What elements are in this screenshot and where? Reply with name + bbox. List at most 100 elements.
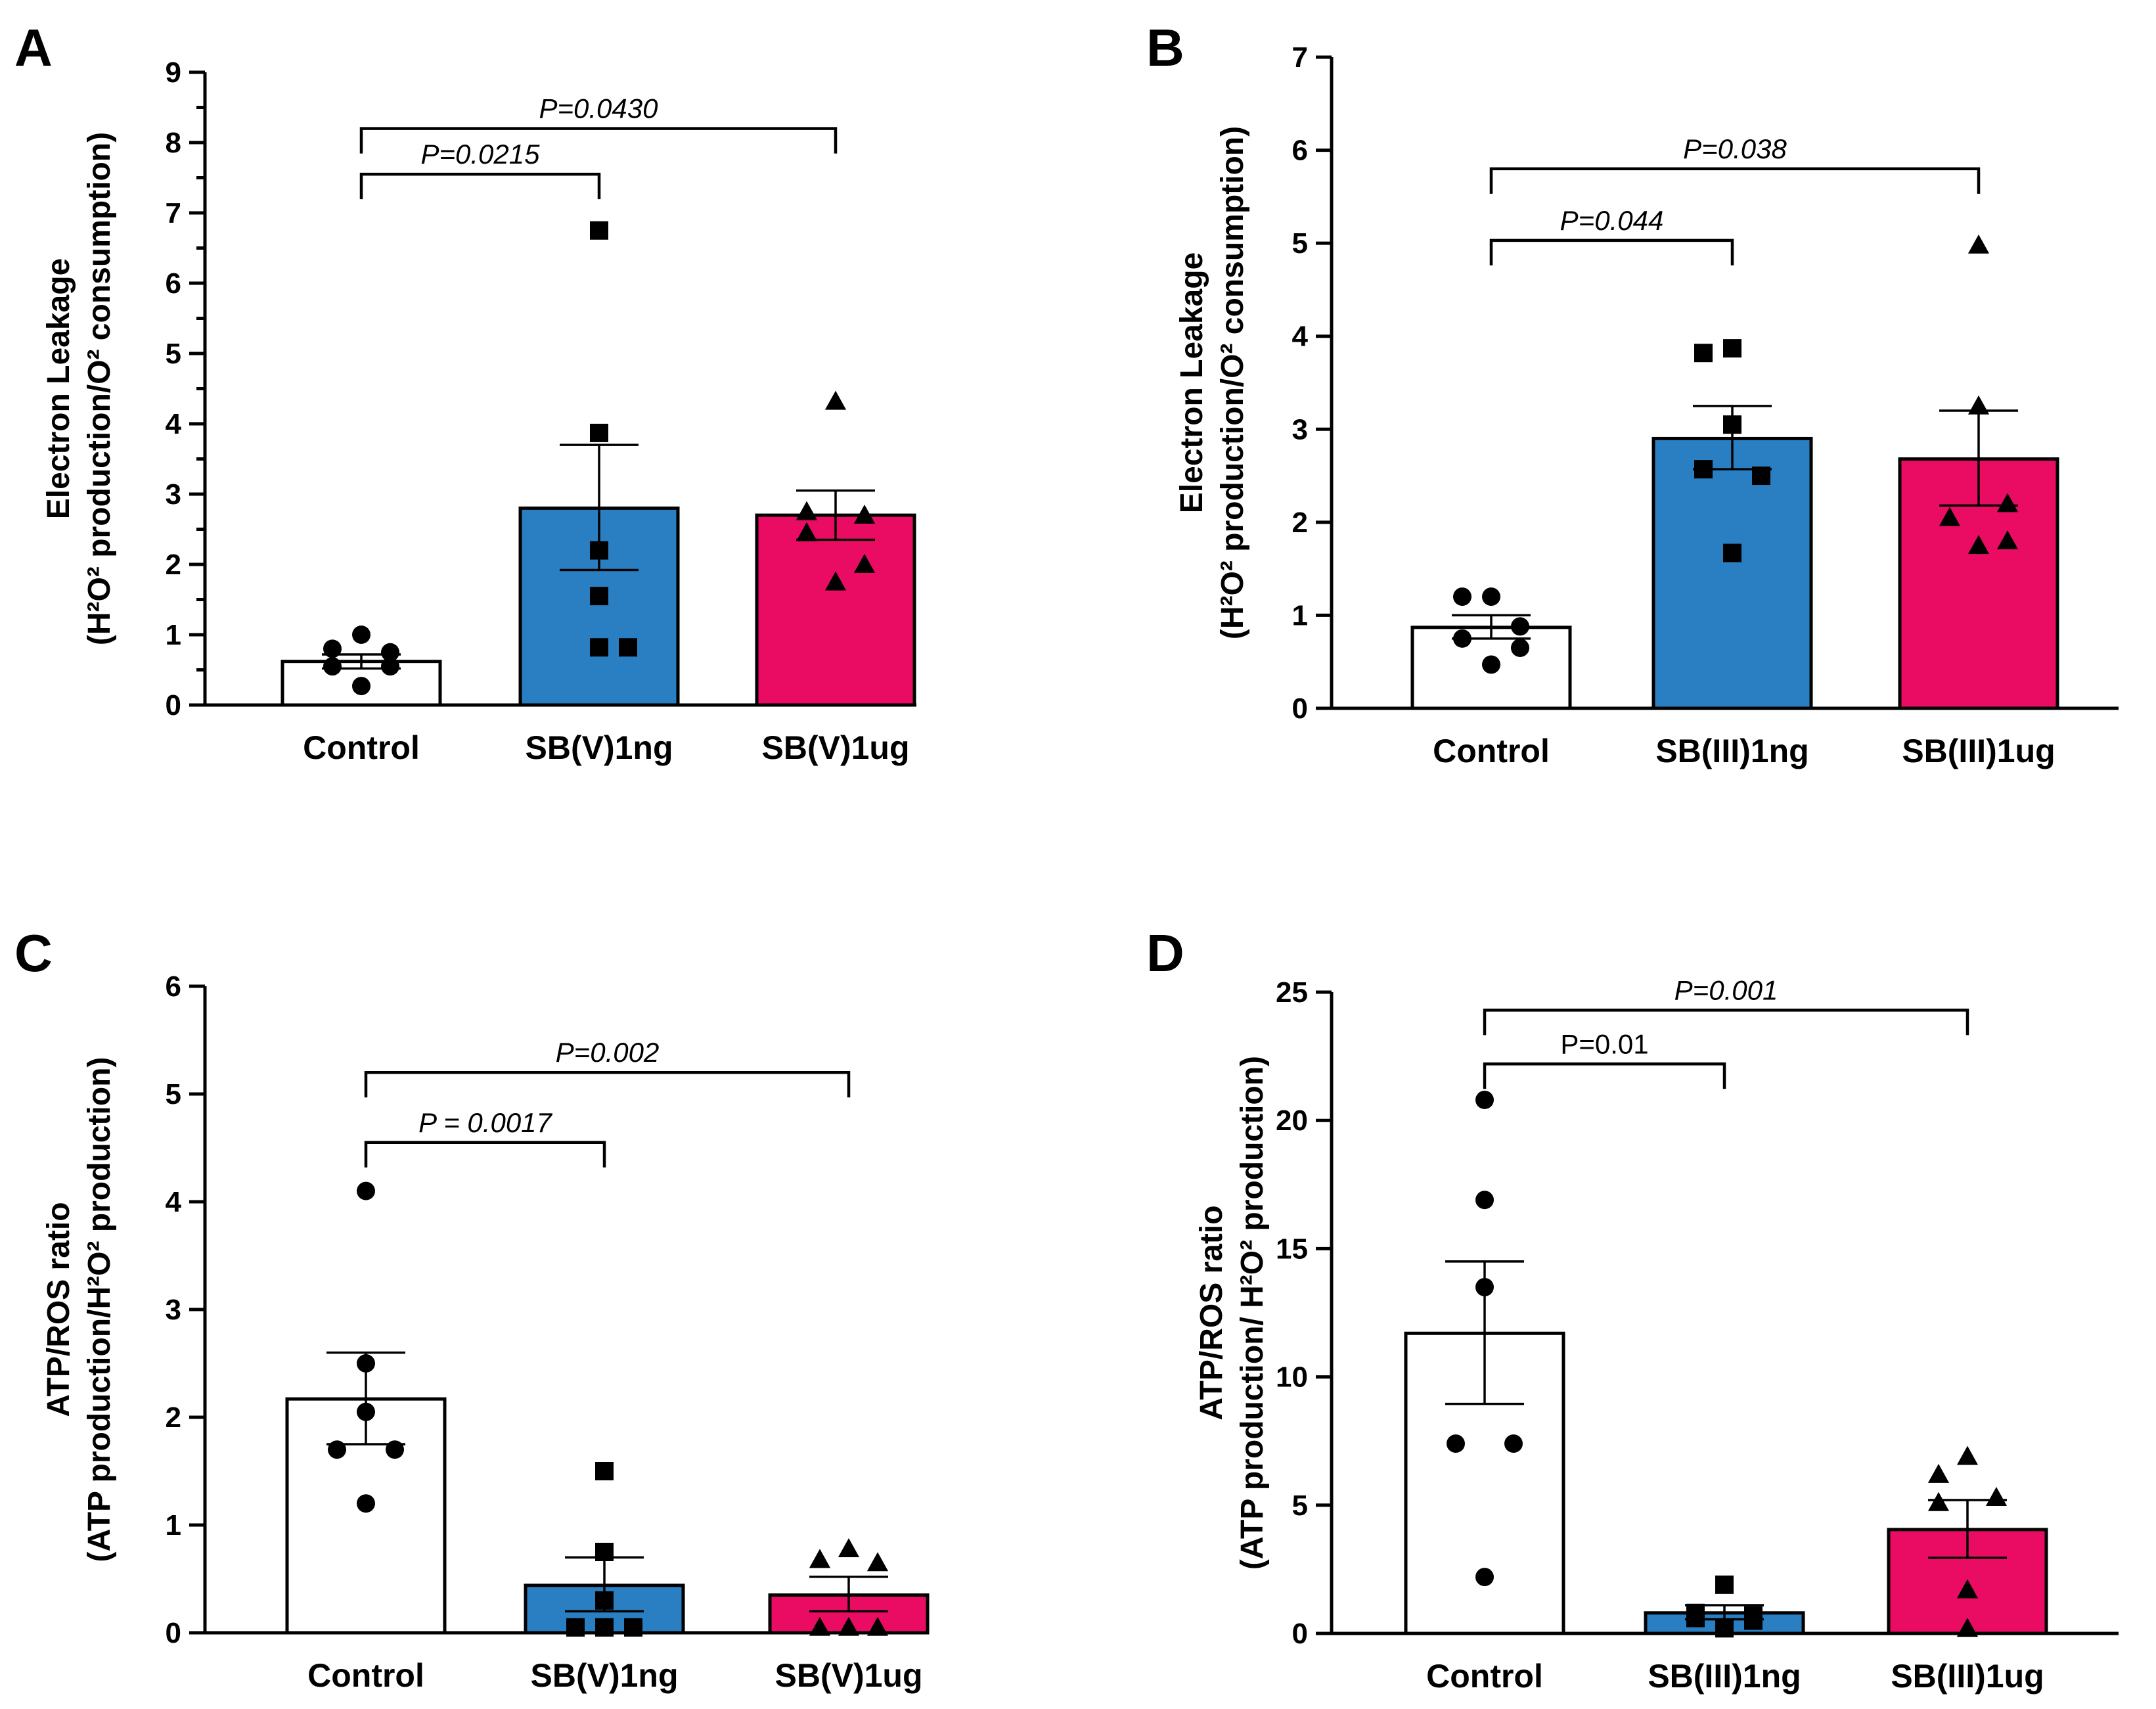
category-label: SB(V)1ug xyxy=(762,729,910,766)
y-axis-label-line1: ATP/ROS ratio xyxy=(41,1202,76,1417)
panel-letter: A xyxy=(14,18,53,77)
comparison-bracket xyxy=(364,1141,606,1168)
y-tick-label: 0 xyxy=(1292,693,1308,725)
data-point-triangle xyxy=(1996,493,2019,513)
data-point-triangle xyxy=(838,1616,860,1636)
y-axis-label-line1: Electron Leakage xyxy=(1175,252,1209,514)
p-value-label: P=0.044 xyxy=(1560,205,1664,236)
data-point-square xyxy=(595,1618,614,1637)
data-point-circle xyxy=(381,657,399,676)
panel-d: D 0 5 10 15 20 25 ATP/ROS ratio (ATP production/… xyxy=(1146,924,2119,1695)
category-label: Control xyxy=(1426,1658,1543,1695)
p-value-label: P=0.01 xyxy=(1560,1028,1648,1059)
category-label: Control xyxy=(1433,733,1550,769)
data-point-triangle xyxy=(796,501,818,520)
y-tick-label: 0 xyxy=(166,1617,181,1649)
data-point-circle xyxy=(1447,1434,1465,1453)
panel-letter: C xyxy=(14,924,53,982)
y-tick-label: 0 xyxy=(166,689,181,721)
data-point-square xyxy=(590,423,608,442)
data-point-square xyxy=(1686,1608,1705,1628)
y-tick-label: 15 xyxy=(1276,1233,1308,1265)
data-point-circle xyxy=(352,677,371,696)
data-point-square xyxy=(1723,415,1741,434)
data-point-triangle xyxy=(809,1616,831,1636)
data-point-triangle xyxy=(1967,535,1990,555)
data-point-circle xyxy=(1475,1090,1494,1109)
y-tick-label: 0 xyxy=(1292,1618,1308,1650)
data-point-circle xyxy=(1482,655,1500,674)
comparison-bracket xyxy=(359,127,838,154)
data-point-triangle xyxy=(866,1616,889,1636)
data-point-square xyxy=(590,221,608,240)
data-point-triangle xyxy=(1956,1618,1979,1637)
data-point-triangle xyxy=(1956,1446,1979,1465)
data-point-square xyxy=(590,541,608,560)
data-point-triangle xyxy=(824,571,847,591)
y-tick-label: 1 xyxy=(1292,599,1308,631)
y-tick-label: 1 xyxy=(166,1509,181,1541)
data-point-circle xyxy=(1475,1568,1494,1587)
data-point-square xyxy=(1744,1611,1763,1630)
data-point-triangle xyxy=(1985,1486,2008,1506)
data-point-square xyxy=(1715,1619,1734,1638)
comparison-bracket xyxy=(1489,239,1734,265)
data-point-triangle xyxy=(796,522,818,541)
y-tick-label: 1 xyxy=(166,619,181,651)
y-tick-label: 2 xyxy=(1292,507,1308,539)
data-point-square xyxy=(595,1543,614,1561)
comparison-bracket xyxy=(364,1070,851,1098)
data-point-circle xyxy=(1475,1277,1494,1296)
y-axis-label-line1: ATP/ROS ratio xyxy=(1194,1205,1229,1420)
y-axis-label-line2: (H²O² production/O² consumption) xyxy=(82,132,117,645)
y-tick-label: 4 xyxy=(166,1186,182,1218)
data-point-circle xyxy=(357,1494,375,1513)
category-label: Control xyxy=(303,729,420,766)
category-label: SB(III)1ng xyxy=(1648,1658,1801,1695)
data-point-square xyxy=(1715,1575,1734,1594)
data-point-square xyxy=(1694,460,1713,479)
data-point-circle xyxy=(328,1440,346,1459)
y-tick-label: 2 xyxy=(166,549,181,581)
y-tick-label: 7 xyxy=(166,197,181,229)
p-value-label: P=0.002 xyxy=(556,1037,660,1068)
data-point-square xyxy=(1752,467,1770,486)
category-label: SB(V)1ug xyxy=(775,1657,923,1694)
data-point-circle xyxy=(357,1354,375,1373)
category-label: SB(V)1ng xyxy=(531,1657,679,1694)
y-axis-label-line2: (ATP production/ H²O² production) xyxy=(1235,1056,1270,1570)
y-tick-label: 6 xyxy=(1292,135,1308,167)
data-point-triangle xyxy=(809,1549,831,1568)
y-tick-label: 10 xyxy=(1276,1361,1308,1394)
data-point-circle xyxy=(323,639,342,658)
y-axis-label-line2: (H²O² production/O² consumption) xyxy=(1215,126,1250,639)
panel-c: C 0 1 2 3 4 5 6 ATP/ROS ratio (ATP production/H²O… xyxy=(14,924,930,1694)
category-label: Control xyxy=(307,1657,424,1694)
data-point-square xyxy=(590,638,608,657)
y-tick-label: 6 xyxy=(166,267,181,300)
data-point-triangle xyxy=(1927,1492,1950,1511)
p-value-label: P=0.0430 xyxy=(539,93,658,124)
data-point-square xyxy=(1723,543,1741,562)
bar-2 xyxy=(1651,436,1813,710)
p-value-label: P=0.038 xyxy=(1683,133,1787,164)
panel-letter: D xyxy=(1146,924,1184,982)
comparison-bracket xyxy=(1483,1009,1969,1036)
data-point-triangle xyxy=(1967,395,1990,415)
y-axis-label-line1: Electron Leakage xyxy=(41,258,76,520)
data-point-circle xyxy=(1504,1434,1523,1453)
data-point-square xyxy=(1694,344,1713,363)
data-point-square xyxy=(619,638,637,657)
p-value-label: P = 0.0017 xyxy=(418,1107,552,1138)
data-point-triangle xyxy=(1967,234,1990,254)
data-point-square xyxy=(566,1618,585,1637)
category-label: SB(III)1ug xyxy=(1891,1658,2044,1695)
category-label: SB(V)1ng xyxy=(526,729,673,766)
y-tick-label: 5 xyxy=(1292,1490,1308,1522)
data-point-triangle xyxy=(824,390,847,410)
p-value-label: P=0.001 xyxy=(1674,974,1778,1005)
comparison-bracket xyxy=(359,172,601,200)
comparison-bracket xyxy=(1489,167,1981,194)
category-label: SB(III)1ug xyxy=(1902,733,2055,769)
